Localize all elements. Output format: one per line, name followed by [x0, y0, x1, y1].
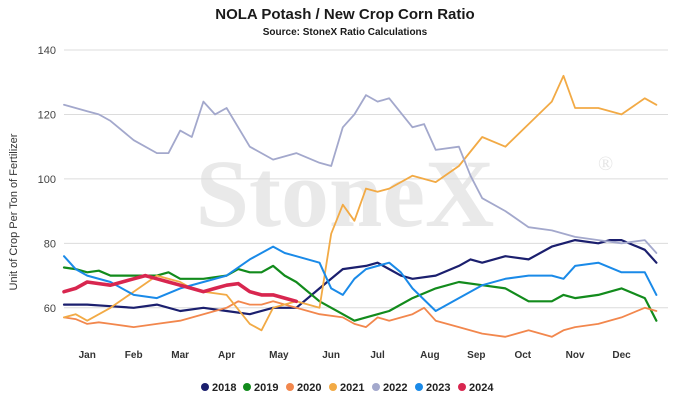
legend-marker: [415, 383, 423, 391]
y-axis-ticks: 60 80 100 120 140: [38, 45, 56, 315]
legend-marker: [329, 383, 337, 391]
legend-label: 2019: [254, 382, 278, 394]
chart-subtitle: Source: StoneX Ratio Calculations: [263, 27, 428, 38]
y-tick-label: 120: [38, 109, 56, 121]
legend-label: 2022: [383, 382, 407, 394]
x-tick-label: Sep: [467, 350, 485, 361]
chart-watermark-mark: ®: [598, 153, 613, 175]
legend-marker: [458, 383, 466, 391]
x-tick-label: Nov: [566, 350, 585, 361]
series-line-2021: [63, 74, 658, 332]
x-tick-label: Feb: [125, 350, 143, 361]
y-tick-label: 140: [38, 45, 56, 57]
x-tick-label: Jun: [322, 350, 340, 361]
legend-label: 2018: [212, 382, 236, 394]
legend-marker: [372, 383, 380, 391]
y-axis-label: Unit of Crop Per Ton of Fertilizer: [8, 133, 20, 290]
legend-marker: [286, 383, 294, 391]
x-tick-label: Aug: [420, 350, 439, 361]
x-tick-label: May: [269, 350, 289, 361]
legend-item-2018: 2018: [201, 382, 236, 394]
series-lines: [62, 74, 658, 338]
x-axis-ticks: Jan Feb Mar Apr May Jun Jul Aug Sep Oct Nov Dec: [79, 350, 632, 361]
legend-label: 2021: [340, 382, 364, 394]
x-tick-label: Oct: [514, 350, 531, 361]
legend-item-2022: 2022: [372, 382, 407, 394]
series-line-2023: [63, 245, 658, 312]
chart-watermark: StoneX: [196, 140, 495, 247]
series-line-2020: [63, 300, 658, 338]
legend-item-2024: 2024: [458, 382, 494, 394]
legend-label: 2020: [297, 382, 321, 394]
legend-marker: [243, 383, 251, 391]
legend-item-2021: 2021: [329, 382, 364, 394]
legend-item-2023: 2023: [415, 382, 450, 394]
legend-item-2019: 2019: [243, 382, 278, 394]
legend-item-2020: 2020: [286, 382, 321, 394]
series-line-2024: [62, 273, 299, 304]
y-tick-label: 60: [44, 303, 56, 315]
x-tick-label: Dec: [612, 350, 631, 361]
legend: 2018 2019 2020 2021 2022 2023 2024: [201, 382, 494, 394]
x-tick-label: Jan: [79, 350, 96, 361]
series-line-2018: [62, 239, 658, 316]
x-tick-label: Apr: [218, 350, 235, 361]
x-tick-label: Jul: [370, 350, 385, 361]
chart-title: NOLA Potash / New Crop Corn Ratio: [215, 6, 474, 23]
legend-label: 2024: [469, 382, 494, 394]
y-tick-label: 80: [44, 238, 56, 250]
legend-marker: [201, 383, 209, 391]
y-tick-label: 100: [38, 174, 56, 186]
series-line-2022: [63, 94, 658, 254]
legend-label: 2023: [426, 382, 450, 394]
x-tick-label: Mar: [171, 350, 189, 361]
